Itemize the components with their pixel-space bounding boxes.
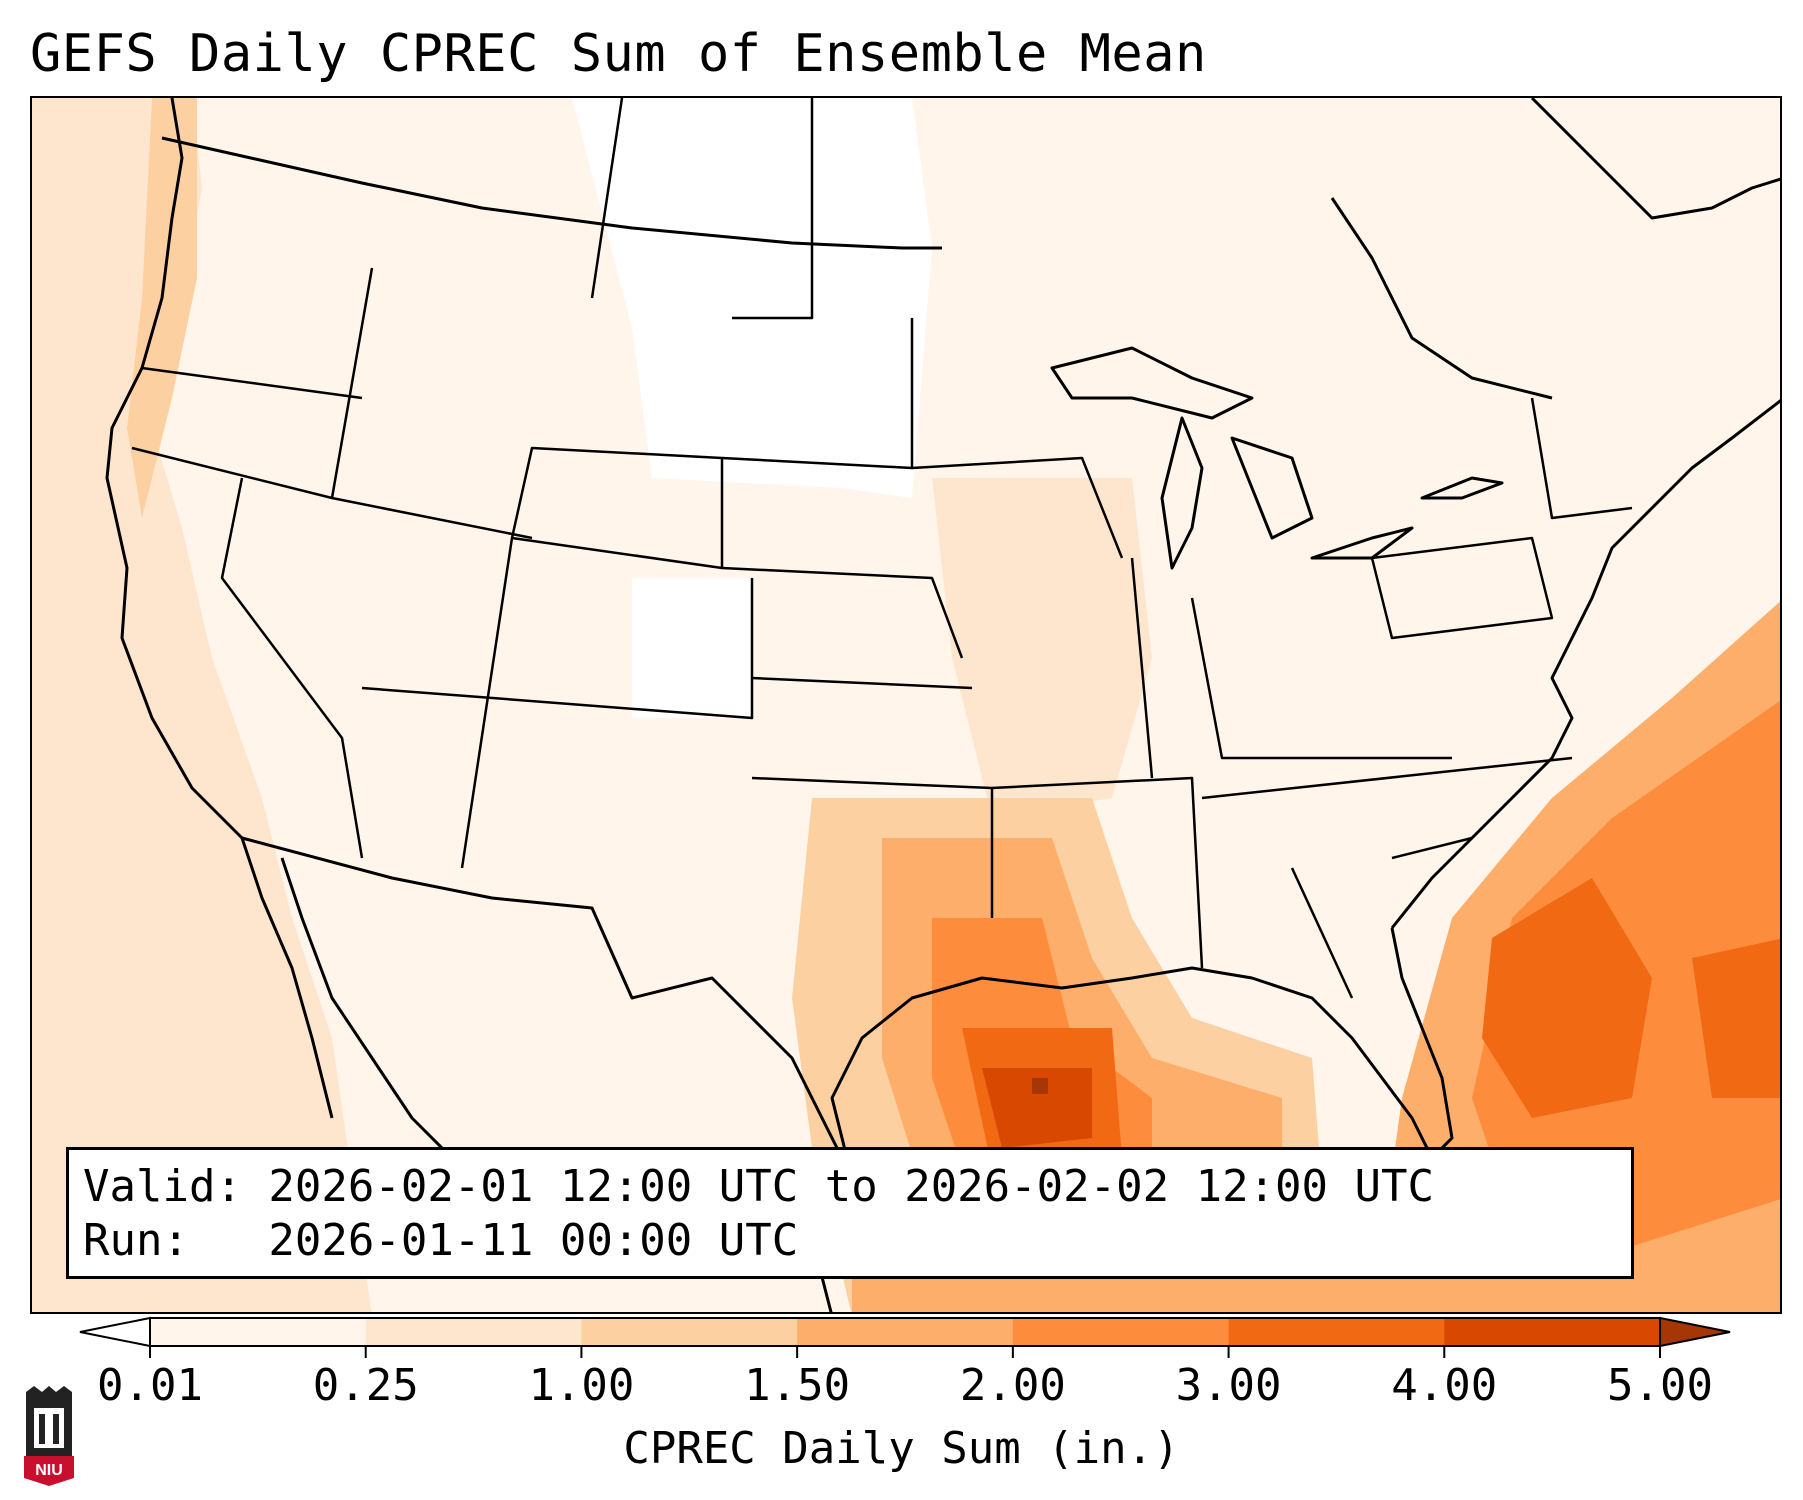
ne-boundary: [721, 566, 964, 659]
id-mt-border: [330, 267, 374, 499]
colorbar-label: CPREC Daily Sum (in.): [623, 1423, 1180, 1474]
lake-huron: [1230, 436, 1314, 540]
colorbar-tick-label-0: 0.01: [97, 1360, 203, 1411]
logo-window: [34, 1408, 64, 1448]
us-mexico-border: [241, 836, 854, 1179]
hudson-st-lawrence: [1330, 197, 1553, 400]
colorbar-segment-0: [150, 1318, 367, 1346]
ia-mn-border: [911, 456, 1124, 559]
valid-run-info-box: Valid: 2026-02-01 12:00 UTC to 2026-02-0…: [66, 1147, 1634, 1279]
tn-nc-border: [1201, 756, 1573, 800]
nd-boundary: [732, 98, 814, 320]
colorbar-segment-1: [365, 1318, 582, 1346]
ga-sc-border: [1391, 836, 1473, 860]
gulf-peak: [1032, 1078, 1048, 1094]
colorbar: [70, 1310, 1740, 1370]
colorbar-segment-5: [1228, 1318, 1445, 1346]
logo-window-bar-right: [53, 1414, 59, 1444]
al-ga-border: [1290, 867, 1354, 999]
pacific-band: [32, 98, 372, 1312]
baja-coastline: [280, 857, 454, 1160]
midwest-field: [932, 478, 1152, 818]
colorbar-tick-label-4: 2.00: [959, 1360, 1066, 1411]
logo-window-bar-left: [39, 1414, 45, 1444]
colorbar-segment-3: [797, 1318, 1014, 1346]
atlantic-coastline: [1390, 399, 1780, 929]
map-canvas: [32, 98, 1780, 1312]
colorbar-svg: [79, 1316, 1731, 1358]
colorbar-tick-label-7: 5.00: [1607, 1360, 1713, 1411]
colorbar-tick-label-5: 3.00: [1175, 1360, 1282, 1411]
in-ky-border: [1190, 597, 1452, 760]
colorbar-segment-4: [1012, 1318, 1230, 1346]
ks-boundary: [751, 676, 973, 690]
colorbar-tick-label-3: 1.50: [744, 1360, 851, 1411]
colorado-dry: [632, 578, 752, 718]
ar-ms-border: [991, 776, 1204, 969]
atlantic-core-east: [1692, 938, 1780, 1098]
ut-co-border: [460, 537, 514, 869]
colorbar-over-extend: [1659, 1316, 1731, 1348]
new-england-borders: [1530, 397, 1633, 520]
atlantic-core: [1482, 878, 1652, 1118]
pacific-coastline: [105, 98, 334, 1119]
colorbar-under-extend: [79, 1316, 151, 1348]
colorbar-outline: [149, 1317, 1661, 1347]
pennsylvania: [1370, 536, 1554, 640]
colorbar-segment-6: [1444, 1318, 1661, 1346]
lake-michigan: [1160, 416, 1204, 570]
ca-nv-border: [220, 477, 364, 859]
gulf-coastline: [830, 927, 1454, 1179]
lake-erie: [1310, 526, 1414, 560]
colorbar-tick-label-2: 1.00: [528, 1360, 635, 1411]
logo-shield: [24, 1456, 74, 1486]
or-wa-border: [141, 366, 363, 400]
gulf-max: [982, 1068, 1092, 1148]
canada-ne-coast: [1530, 98, 1780, 220]
colorbar-tick-label-6: 4.00: [1391, 1360, 1498, 1411]
colorbar-tick-label-1: 0.25: [312, 1360, 419, 1411]
chart-title: GEFS Daily CPREC Sum of Ensemble Mean: [30, 24, 1207, 84]
run-time-text: Run: 2026-01-11 00:00 UTC: [83, 1215, 799, 1266]
logo-text: NIU: [35, 1462, 63, 1479]
niu-logo-icon: NIU: [24, 1386, 74, 1486]
northern-plains-dry: [572, 98, 932, 498]
valid-time-text: Valid: 2026-02-01 12:00 UTC to 2026-02-0…: [83, 1161, 1435, 1212]
lake-ontario: [1420, 476, 1504, 500]
precipitation-map: [30, 96, 1782, 1314]
mt-nd-border: [590, 98, 624, 299]
four-corners-line: [361, 578, 754, 720]
state-borders: [131, 98, 1633, 999]
us-canada-border: [161, 136, 942, 250]
lake-superior: [1050, 346, 1254, 420]
il-border: [1130, 557, 1154, 779]
pacific-coast-core: [127, 98, 197, 518]
colorbar-segment-2: [581, 1318, 798, 1346]
